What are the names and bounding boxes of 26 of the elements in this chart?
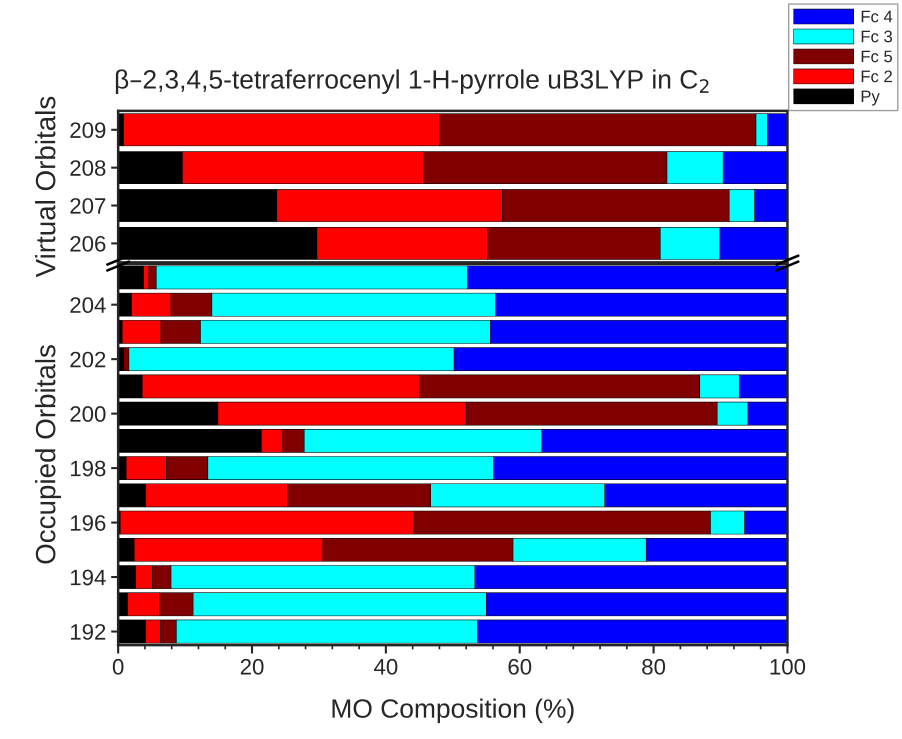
x-tick-label: 20 (240, 658, 264, 675)
y-axis-title: Virtual Orbitals (35, 96, 56, 278)
y-tick-label: 200 (70, 406, 106, 422)
legend-label: Fc 4 (862, 10, 892, 22)
x-axis-title: MO Composition (%) (332, 698, 574, 724)
legend-label: Fc 3 (862, 30, 892, 42)
y-axis-title: Occupied Orbitals (35, 345, 61, 564)
x-tick-label: 0 (112, 658, 124, 675)
y-tick-label: 204 (70, 297, 106, 313)
x-tick-label: 60 (508, 658, 532, 675)
legend-label: Py (862, 90, 880, 106)
y-tick-label: 209 (70, 122, 106, 138)
x-tick-label: 80 (642, 658, 666, 675)
y-tick-label: 202 (70, 352, 106, 368)
legend-label: Fc 2 (862, 70, 892, 82)
x-tick-label: 100 (770, 658, 806, 675)
y-tick-label: 196 (70, 515, 106, 531)
chart-title: β–2,3,4,5-tetraferrocenyl 1-H-pyrrole uB3LYP in C$_{2}$ (116, 69, 708, 94)
y-tick-label: 208 (70, 160, 106, 176)
y-tick-label: 206 (70, 236, 106, 252)
x-tick-label: 40 (374, 658, 398, 675)
legend-label: Fc 5 (862, 50, 892, 62)
y-tick-label: 207 (70, 198, 106, 214)
y-tick-label: 192 (70, 624, 106, 640)
y-tick-label: 198 (70, 460, 106, 476)
y-tick-label: 194 (70, 570, 106, 586)
